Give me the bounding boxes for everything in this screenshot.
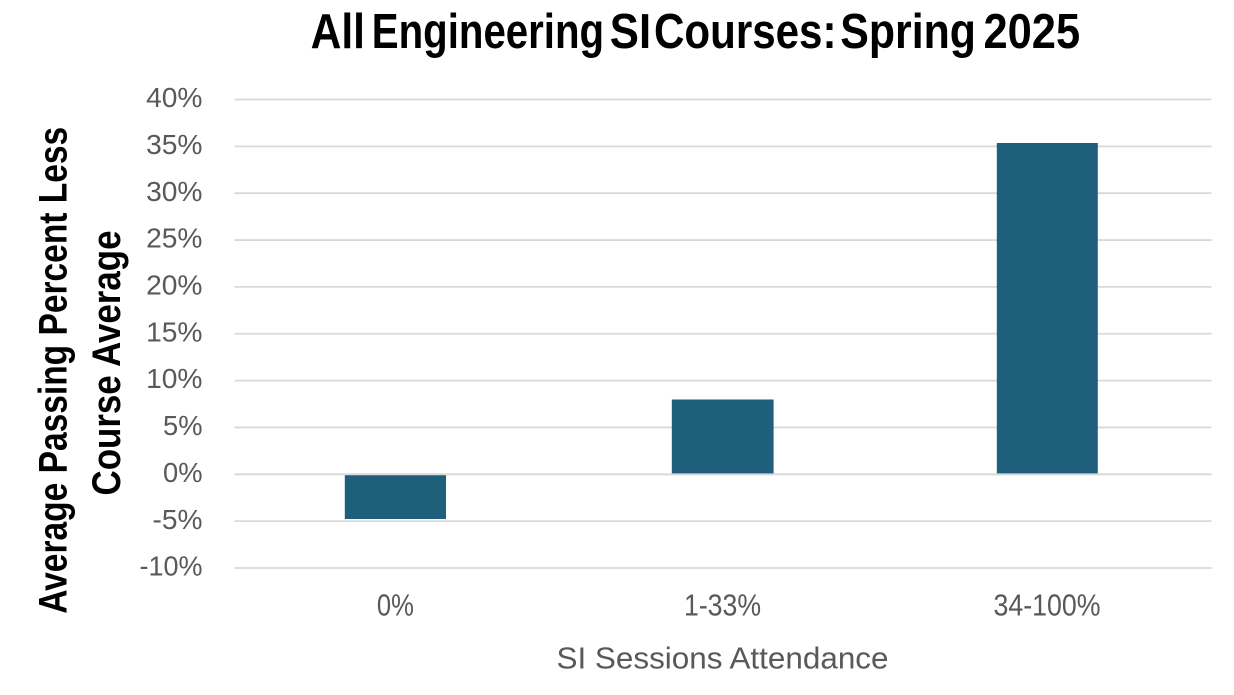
- svg-text:34-100%: 34-100%: [994, 587, 1101, 622]
- svg-text:-5%: -5%: [153, 504, 203, 535]
- svg-text:5%: 5%: [163, 410, 203, 441]
- svg-text:20%: 20%: [146, 270, 202, 301]
- svg-text:Spring: Spring: [840, 4, 976, 59]
- svg-text:25%: 25%: [146, 223, 202, 254]
- svg-text:0%: 0%: [377, 587, 414, 622]
- svg-text:-10%: -10%: [140, 551, 203, 582]
- svg-text:SI Sessions Attendance: SI Sessions Attendance: [557, 640, 889, 675]
- svg-text:Average Passing Percent Less: Average Passing Percent Less: [32, 127, 76, 614]
- svg-text:All: All: [311, 4, 365, 59]
- svg-text:0%: 0%: [163, 457, 203, 488]
- svg-text:35%: 35%: [146, 129, 202, 160]
- svg-text:40%: 40%: [146, 82, 202, 113]
- svg-text:Engineering: Engineering: [372, 4, 604, 59]
- svg-text:Course Average: Course Average: [85, 231, 129, 496]
- svg-text:10%: 10%: [146, 363, 202, 394]
- svg-text:15%: 15%: [146, 316, 202, 347]
- svg-text:2025: 2025: [984, 4, 1081, 59]
- svg-text:30%: 30%: [146, 176, 202, 207]
- svg-text:SI: SI: [610, 4, 651, 59]
- svg-text:Courses:: Courses:: [654, 4, 837, 59]
- svg-text:1-33%: 1-33%: [684, 587, 761, 622]
